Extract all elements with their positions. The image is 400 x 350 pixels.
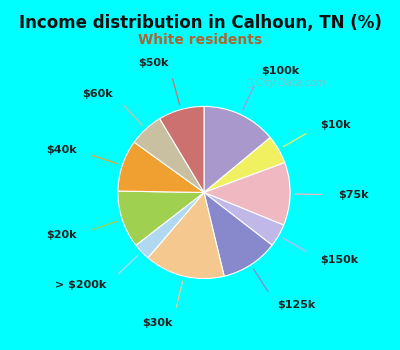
Wedge shape [134, 119, 204, 192]
Wedge shape [204, 193, 272, 276]
Text: $60k: $60k [82, 89, 113, 99]
Wedge shape [136, 193, 204, 258]
Wedge shape [148, 193, 224, 279]
Text: > $200k: > $200k [55, 280, 107, 290]
Text: $125k: $125k [277, 300, 315, 310]
Wedge shape [118, 191, 204, 245]
Text: $40k: $40k [46, 145, 76, 155]
Text: $75k: $75k [338, 190, 369, 200]
Text: $30k: $30k [142, 318, 172, 328]
Wedge shape [204, 163, 290, 225]
Wedge shape [204, 106, 270, 192]
Text: $20k: $20k [46, 230, 76, 240]
Text: ⓘ City-Data.com: ⓘ City-Data.com [247, 78, 326, 88]
Text: $150k: $150k [320, 255, 358, 265]
Wedge shape [160, 106, 204, 192]
Wedge shape [204, 138, 285, 193]
Text: White residents: White residents [138, 33, 262, 47]
Text: $10k: $10k [320, 120, 351, 130]
Wedge shape [204, 193, 284, 245]
Text: Income distribution in Calhoun, TN (%): Income distribution in Calhoun, TN (%) [18, 14, 382, 32]
Text: $50k: $50k [138, 58, 168, 68]
Text: $100k: $100k [261, 66, 299, 76]
Wedge shape [118, 142, 204, 193]
